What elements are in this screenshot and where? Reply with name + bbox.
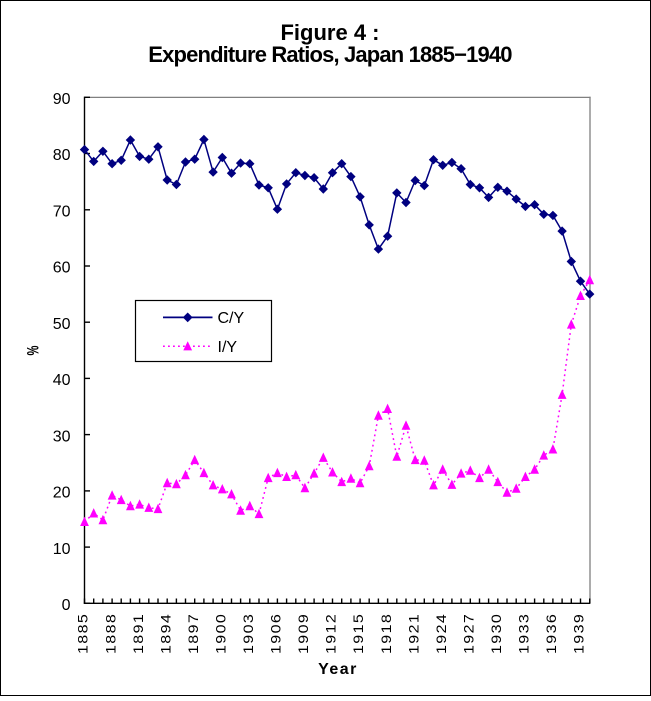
svg-text:1903: 1903 [242,613,257,654]
svg-text:1927: 1927 [463,613,478,654]
svg-text:1912: 1912 [325,613,340,654]
svg-text:1885: 1885 [77,613,92,654]
svg-text:1906: 1906 [270,613,285,654]
svg-text:1921: 1921 [407,613,422,654]
svg-text:50: 50 [53,316,71,333]
svg-text:1930: 1930 [490,613,505,654]
svg-text:90: 90 [53,91,71,108]
svg-text:1915: 1915 [352,613,367,654]
svg-text:80: 80 [53,147,71,164]
svg-text:60: 60 [53,260,71,277]
svg-text:0: 0 [62,597,71,614]
svg-text:1936: 1936 [545,613,560,654]
svg-text:1900: 1900 [215,613,230,654]
svg-text:1918: 1918 [380,613,395,654]
svg-text:1909: 1909 [297,613,312,654]
svg-text:10: 10 [53,541,71,558]
svg-text:1891: 1891 [132,613,147,654]
svg-text:Figure 4 :: Figure 4 : [280,20,379,45]
svg-text:1894: 1894 [159,613,174,654]
svg-text:1897: 1897 [187,613,202,654]
svg-text:C/Y: C/Y [218,310,245,327]
svg-text:1924: 1924 [435,613,450,654]
svg-text:1888: 1888 [104,613,119,654]
svg-text:%: % [24,345,43,355]
svg-text:30: 30 [53,428,71,445]
svg-text:70: 70 [53,204,71,221]
svg-text:1933: 1933 [518,613,533,654]
svg-text:40: 40 [53,372,71,389]
svg-text:1939: 1939 [573,613,588,654]
svg-text:Year: Year [318,661,358,678]
svg-text:20: 20 [53,485,71,502]
svg-text:I/Y: I/Y [218,339,238,356]
svg-text:Expenditure Ratios, Japan 1885: Expenditure Ratios, Japan 1885−1940 [148,42,512,67]
